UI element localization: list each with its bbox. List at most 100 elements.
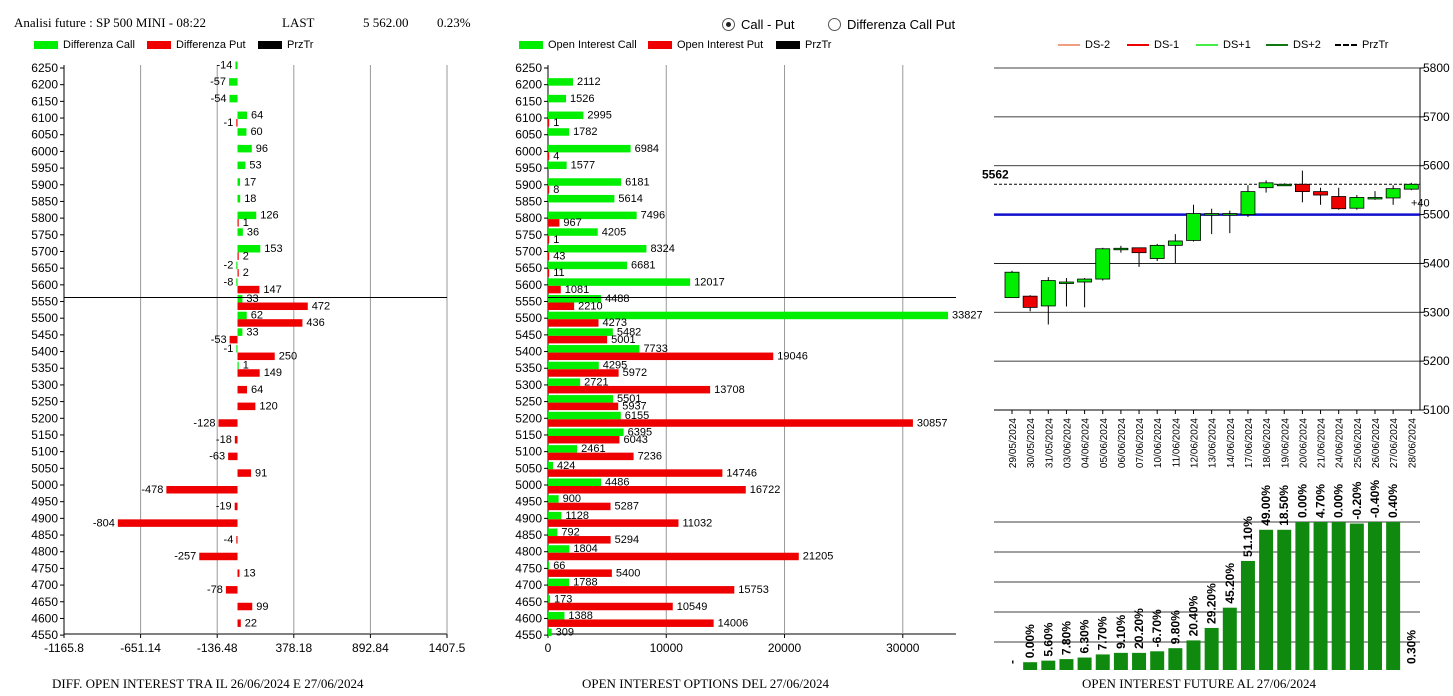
data-label: 1388 <box>568 610 592 622</box>
y-tick-label: 5300 <box>31 378 58 392</box>
bar <box>237 285 260 294</box>
oi-bar <box>1113 652 1128 670</box>
x-tick-label: 28/06/2024 <box>1407 418 1418 468</box>
candle-body <box>1040 280 1056 307</box>
panel3-title: OPEN INTEREST FUTURE AL 27/06/2024 <box>1082 676 1317 691</box>
data-label: 4205 <box>602 226 626 238</box>
bar <box>548 536 611 544</box>
bar <box>236 261 238 270</box>
data-label: 99 <box>256 601 268 613</box>
y-tick-label: 4750 <box>515 561 542 575</box>
data-label: 12017 <box>694 276 725 288</box>
bar <box>548 94 567 103</box>
bar <box>234 502 238 511</box>
y-tick-label: 6100 <box>31 111 58 125</box>
bar <box>548 495 559 503</box>
bar <box>237 369 260 377</box>
oi-bar <box>1095 654 1110 670</box>
y-tick-label: 4650 <box>515 595 542 609</box>
y-tick-label: 5850 <box>515 194 542 208</box>
data-label: 4486 <box>605 477 629 489</box>
bar <box>237 111 248 120</box>
data-label: 13708 <box>714 384 745 396</box>
bar <box>237 352 275 361</box>
y-tick-label: 5000 <box>515 478 542 492</box>
bar <box>548 361 599 370</box>
x-tick-label: 07/06/2024 <box>1135 418 1146 468</box>
candle-body <box>1222 213 1238 216</box>
data-label: 1 <box>243 217 249 229</box>
oi-bar-label: 20.20% <box>1132 608 1146 649</box>
bar <box>237 128 247 136</box>
legend-item-differenza-call: Differenza Call <box>34 39 135 51</box>
bar <box>548 285 561 294</box>
data-label: -63 <box>209 451 225 463</box>
bar <box>548 595 551 603</box>
bar <box>237 302 308 311</box>
data-label: 36 <box>247 226 259 238</box>
legend-label: Differenza Call <box>63 39 135 51</box>
bar <box>548 395 614 403</box>
data-label: 60 <box>250 126 262 138</box>
bar <box>548 611 565 620</box>
oi-bar <box>1150 651 1165 670</box>
data-label: 900 <box>563 493 581 505</box>
y-tick-label: 4750 <box>31 561 58 575</box>
data-label: 6984 <box>635 143 659 155</box>
x-tick-label: 20/06/2024 <box>1298 418 1309 468</box>
bar <box>548 502 611 511</box>
bar <box>237 385 248 394</box>
candle-body <box>1295 183 1310 193</box>
y-tick-label: 5250 <box>31 395 58 409</box>
x-tick-label: 18/06/2024 <box>1262 418 1273 468</box>
x-tick-label: -1165.8 <box>44 641 84 655</box>
y-tick-label: 5700 <box>1423 110 1450 124</box>
data-label: 66 <box>553 560 565 572</box>
data-label: 30857 <box>917 417 948 429</box>
data-label: 967 <box>563 217 581 229</box>
bar <box>548 261 628 270</box>
y-tick-label: 5950 <box>31 161 58 175</box>
y-tick-label: 5550 <box>515 295 542 309</box>
bar <box>548 269 550 277</box>
bar <box>548 402 619 411</box>
radio-call-put[interactable]: Call - Put <box>722 17 794 32</box>
oi-bar-label: 45.20% <box>1223 563 1237 604</box>
radio-differenza-call-put[interactable]: Differenza Call Put <box>828 17 955 32</box>
candle-body <box>1131 247 1147 254</box>
x-tick-label: 19/06/2024 <box>1280 418 1291 468</box>
y-tick-label: 5650 <box>31 261 58 275</box>
oi-bar-label: -0.40% <box>1368 480 1382 518</box>
candle-body <box>1022 295 1038 308</box>
candle-body <box>1240 191 1256 215</box>
bar <box>237 319 303 327</box>
x-tick-label: 25/06/2024 <box>1353 418 1364 468</box>
data-label: 1788 <box>573 577 597 589</box>
bar <box>548 152 550 160</box>
bar <box>548 619 714 627</box>
y-tick-label: 5950 <box>515 161 542 175</box>
data-label: 4 <box>553 150 559 162</box>
y-tick-label: 5850 <box>31 194 58 208</box>
y-tick-label: 6150 <box>515 94 542 108</box>
oi-bar <box>1132 652 1147 670</box>
x-tick-label: 30000 <box>886 641 920 655</box>
data-label: 62 <box>251 310 263 322</box>
oi-bar-label: 20.40% <box>1187 595 1201 636</box>
bar <box>237 144 252 153</box>
bar <box>237 178 241 186</box>
bar <box>548 311 949 320</box>
legend-line <box>1127 44 1149 46</box>
bar <box>548 161 567 170</box>
y-tick-label: 6050 <box>515 128 542 142</box>
data-label: 21205 <box>803 551 834 563</box>
data-label: 14006 <box>718 617 749 629</box>
candle-body <box>1059 281 1074 284</box>
y-tick-label: 5100 <box>1423 403 1450 417</box>
candle-body <box>1331 196 1347 210</box>
oi-bar <box>1168 648 1183 670</box>
change-percent: 0.23% <box>437 15 471 30</box>
legend-item-oi-put: Open Interest Put <box>648 39 763 51</box>
bar <box>237 161 246 170</box>
data-label: 1782 <box>573 126 597 138</box>
